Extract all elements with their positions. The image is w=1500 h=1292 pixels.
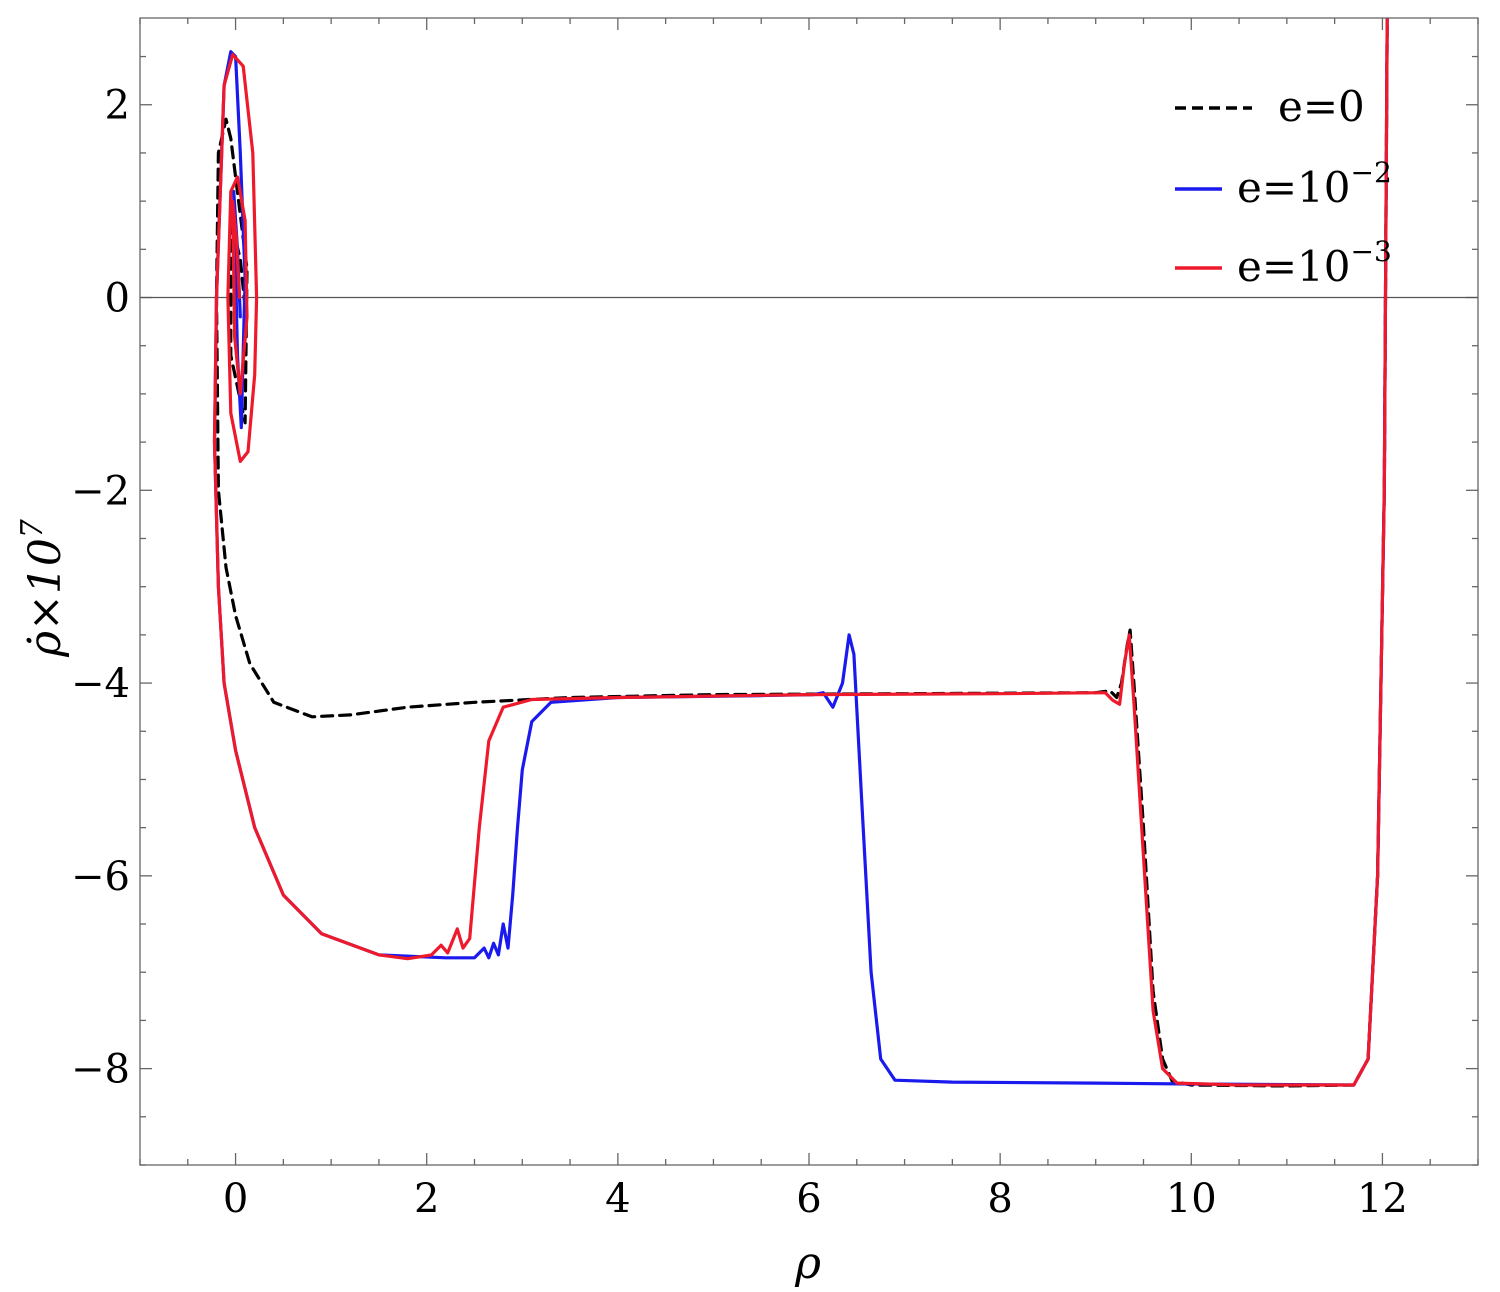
y-tick-labels: −8 −6 −4 −2 0 2 — [71, 83, 130, 1093]
y-tick-label: 2 — [105, 83, 130, 129]
x-tick-label: 0 — [223, 1176, 248, 1222]
plot-frame — [139, 17, 1479, 1166]
x-tick-label: 6 — [796, 1176, 821, 1222]
legend: e=0 e=10−2 e=10−3 — [1175, 82, 1392, 291]
y-tick-label: 0 — [105, 276, 130, 322]
series-line-0 — [214, 18, 1389, 1088]
legend-label-e1e-2: e=10−2 — [1237, 156, 1392, 212]
y-tick-label: −8 — [71, 1047, 130, 1093]
minor-ticks — [139, 18, 1479, 1166]
y-axis-label-main: ρ̇×10 — [20, 538, 71, 658]
y-axis-label: ρ̇×107 — [15, 518, 71, 658]
x-tick-label: 4 — [605, 1176, 630, 1222]
series-line-2 — [212, 18, 1389, 1087]
x-tick-label: 12 — [1357, 1176, 1408, 1222]
y-tick-label: −4 — [71, 661, 130, 707]
legend-label-e1e-3: e=10−3 — [1237, 235, 1392, 291]
y-tick-label: −6 — [71, 854, 130, 900]
x-tick-labels: 0 2 4 6 8 10 12 — [223, 1176, 1408, 1222]
y-tick-label: −2 — [71, 468, 130, 514]
series-line-1 — [212, 18, 1389, 1087]
x-axis-label: ρ — [794, 1238, 821, 1289]
x-tick-label: 10 — [1166, 1176, 1217, 1222]
x-tick-label: 2 — [414, 1176, 439, 1222]
x-tick-label: 8 — [987, 1176, 1012, 1222]
series-layer — [212, 18, 1389, 1088]
legend-label-e0: e=0 — [1278, 82, 1365, 131]
y-axis-label-exponent: 7 — [15, 518, 50, 538]
